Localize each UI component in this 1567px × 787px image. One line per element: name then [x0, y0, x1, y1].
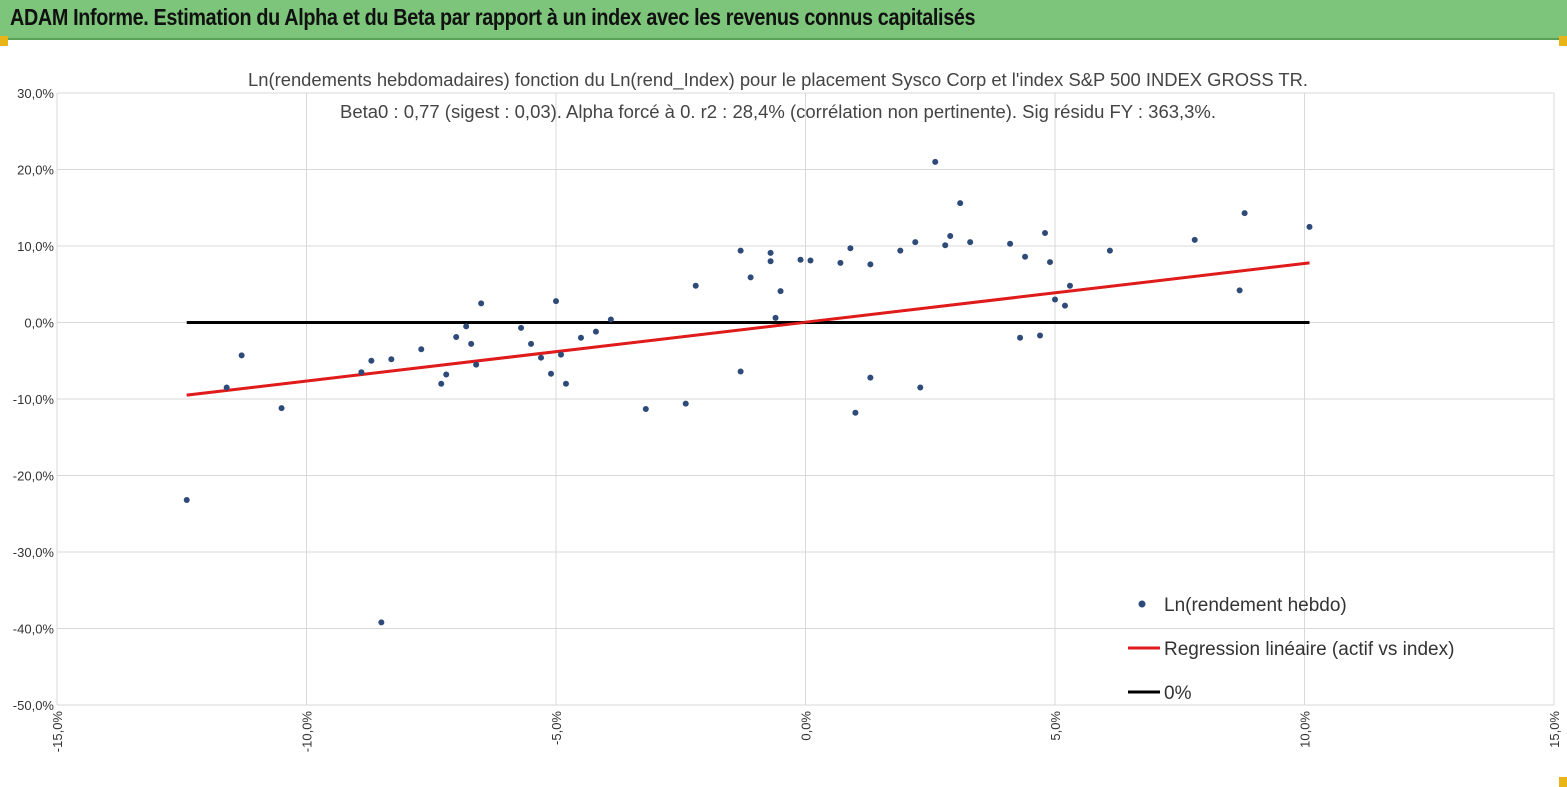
data-point — [438, 380, 445, 387]
data-point — [1022, 253, 1029, 260]
data-point — [1236, 287, 1243, 294]
y-tick-label: 30,0% — [17, 86, 54, 101]
chart-title-line2: Beta0 : 0,77 (sigest : 0,03). Alpha forc… — [340, 102, 1216, 122]
x-tick-label: 15,0% — [1547, 711, 1562, 748]
data-point — [957, 200, 964, 207]
data-point — [538, 354, 545, 361]
data-point — [1306, 223, 1313, 230]
data-point — [1037, 332, 1044, 339]
data-point — [942, 242, 949, 249]
data-point — [777, 288, 784, 295]
y-tick-label: -20,0% — [13, 469, 55, 484]
data-point — [867, 261, 874, 268]
data-point — [463, 323, 470, 330]
data-point — [692, 282, 699, 289]
data-point — [807, 257, 814, 264]
y-tick-label: -10,0% — [13, 392, 55, 407]
data-point — [642, 405, 649, 412]
data-point — [897, 247, 904, 254]
data-point — [1017, 334, 1024, 341]
y-tick-label: -40,0% — [13, 622, 55, 637]
data-point — [562, 380, 569, 387]
data-point — [947, 233, 954, 240]
data-point — [368, 357, 375, 364]
data-point — [767, 249, 774, 256]
data-point — [557, 351, 564, 358]
data-point — [867, 374, 874, 381]
data-point — [528, 340, 535, 347]
data-point — [183, 496, 190, 503]
data-point — [1047, 259, 1054, 266]
legend-label: Ln(rendement hebdo) — [1164, 595, 1347, 616]
data-point — [737, 247, 744, 254]
corner-mark-bottom-right — [1559, 777, 1567, 787]
data-point — [453, 334, 460, 341]
data-point — [473, 361, 480, 368]
scatter-chart: 30,0% 20,0% 10,0% 0,0% -10,0% -20,0% -30,0% -40… — [13, 70, 1562, 753]
data-point — [607, 316, 614, 323]
y-tick-label: 20,0% — [17, 163, 54, 178]
y-tick-label: -30,0% — [13, 545, 55, 560]
regression-line — [186, 261, 1310, 397]
corner-mark-top-right — [1559, 36, 1567, 46]
chart-area: 30,0% 20,0% 10,0% 0,0% -10,0% -20,0% -30,0% -40… — [0, 44, 1567, 787]
data-point — [468, 340, 475, 347]
data-point — [223, 384, 230, 391]
data-point — [278, 405, 285, 412]
x-tick-label: -15,0% — [50, 711, 65, 753]
x-tick-label: 0,0% — [799, 711, 814, 741]
corner-mark-top-left — [0, 36, 8, 46]
x-tick-label: -5,0% — [549, 711, 564, 745]
data-point — [1052, 296, 1058, 303]
legend-label: Regression linéaire (actif vs index) — [1164, 639, 1454, 660]
data-point — [592, 328, 599, 335]
data-point — [553, 298, 559, 305]
data-point — [837, 259, 844, 266]
data-point — [1042, 229, 1049, 236]
data-point — [747, 274, 754, 281]
data-point — [378, 619, 385, 626]
data-point — [682, 400, 689, 407]
data-point — [1061, 302, 1068, 309]
data-point — [238, 352, 245, 359]
data-point — [1066, 282, 1073, 289]
data-point — [443, 371, 450, 378]
y-tick-label: 0,0% — [24, 316, 54, 331]
x-tick-label: -10,0% — [300, 711, 315, 753]
data-point — [847, 245, 854, 252]
x-tick-label: 10,0% — [1298, 711, 1313, 748]
data-point — [478, 300, 485, 307]
data-point — [737, 368, 744, 375]
data-point — [577, 334, 584, 341]
data-point — [1007, 240, 1014, 247]
data-point — [967, 239, 974, 246]
data-point — [912, 239, 919, 246]
header-bar: ADAM Informe. Estimation du Alpha et du … — [0, 0, 1567, 40]
data-point — [518, 324, 525, 331]
data-point — [548, 370, 555, 377]
data-point — [418, 346, 425, 353]
y-tick-label: 10,0% — [17, 239, 54, 254]
data-point — [1191, 236, 1198, 243]
data-point — [797, 256, 804, 263]
page-title: ADAM Informe. Estimation du Alpha et du … — [10, 4, 976, 30]
chart-title-line1: Ln(rendements hebdomadaires) fonction du… — [248, 70, 1308, 91]
x-tick-label: 5,0% — [1048, 711, 1063, 741]
data-point — [358, 369, 365, 376]
data-point — [772, 314, 779, 321]
data-point — [1106, 247, 1113, 254]
data-point — [767, 258, 774, 265]
legend-label: 0% — [1164, 683, 1192, 704]
legend-marker-points — [1138, 600, 1146, 608]
data-point — [1241, 210, 1248, 217]
y-tick-label: -50,0% — [13, 698, 55, 713]
data-point — [852, 409, 859, 416]
data-point — [917, 384, 924, 391]
data-point — [388, 356, 395, 363]
data-point — [932, 158, 939, 165]
